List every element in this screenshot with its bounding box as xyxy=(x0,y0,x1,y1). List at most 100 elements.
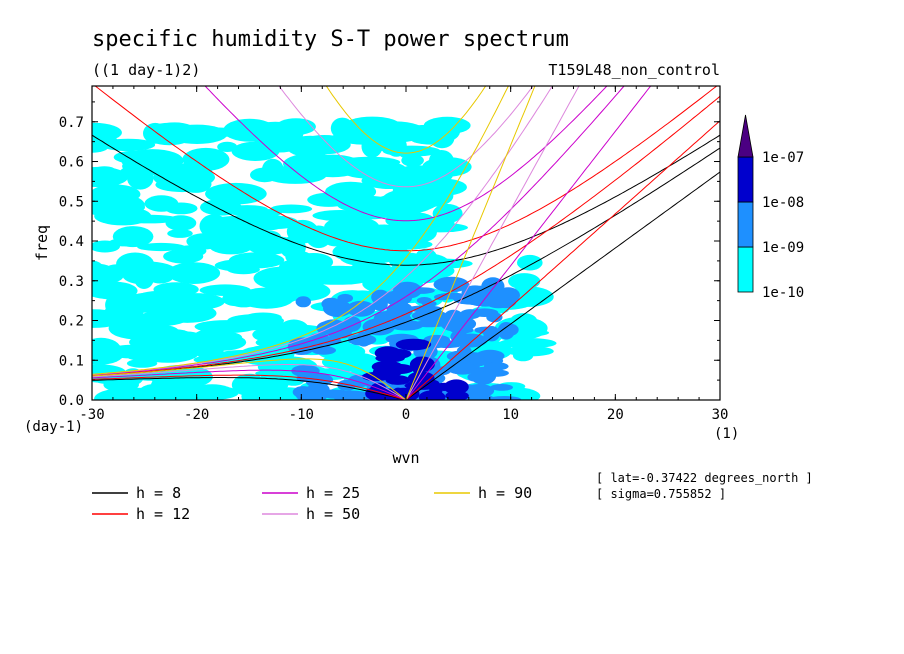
shade-patch xyxy=(103,344,166,359)
y-tick-label: 0.7 xyxy=(59,115,84,131)
shade-patch xyxy=(413,258,473,269)
legend: h = 8 h = 12 h = 25 h = 50 h = 90 xyxy=(92,484,532,523)
dispersion-curve xyxy=(405,171,720,400)
x-axis: -30 -20 -10 0 10 20 30 xyxy=(79,86,728,423)
legend-label: h = 90 xyxy=(478,484,532,502)
shade-patch xyxy=(125,292,168,313)
y-tick-label: 0.2 xyxy=(59,314,84,330)
shade-patch xyxy=(194,320,258,334)
colorbar-segment xyxy=(737,156,754,203)
dispersion-curve xyxy=(204,86,608,222)
shade-patch xyxy=(512,349,534,362)
shade-patch xyxy=(508,273,541,290)
colorbar-label: 1e-10 xyxy=(762,285,804,301)
shade-patch xyxy=(250,167,280,183)
shade-patch xyxy=(92,166,129,188)
shade-patch xyxy=(92,193,145,218)
colorbar-segment xyxy=(737,201,754,248)
shade-patch xyxy=(335,390,369,400)
shade-patch xyxy=(265,283,329,299)
dispersion-curve xyxy=(325,86,487,154)
shade-patch xyxy=(100,184,129,196)
run-label: T159L48_non_control xyxy=(548,61,720,79)
shade-patch xyxy=(92,267,108,287)
shade-patch xyxy=(153,282,199,297)
shade-patch xyxy=(227,265,260,275)
y-tick-label: 0.3 xyxy=(59,274,84,290)
shade-patch xyxy=(407,305,443,313)
shade-patch xyxy=(346,300,376,317)
colorbar: 1e-10 1e-09 1e-08 1e-07 xyxy=(737,114,804,301)
shade-patch xyxy=(489,353,503,365)
dispersion-curve xyxy=(92,364,407,400)
shade-patch xyxy=(498,338,557,349)
shade-patch xyxy=(163,249,204,264)
shade-patch xyxy=(121,149,184,173)
shade-patch xyxy=(291,364,320,378)
y-tick-label: 0.4 xyxy=(59,234,84,250)
shade-patch xyxy=(500,323,519,336)
shade-patch xyxy=(163,367,191,388)
colorbar-label: 1e-07 xyxy=(762,150,804,166)
shade-patch xyxy=(385,375,411,385)
shade-patch xyxy=(456,345,472,356)
shade-patch xyxy=(440,314,460,330)
shade-patch xyxy=(94,387,158,400)
dispersion-curve xyxy=(92,95,720,377)
shade-patch xyxy=(144,122,195,146)
shade-patch xyxy=(355,331,372,347)
shade-patch xyxy=(288,159,319,171)
dispersion-curve xyxy=(92,86,553,376)
dispersion-curve xyxy=(94,86,718,252)
shade-patch xyxy=(482,369,509,377)
legend-label: h = 8 xyxy=(136,484,181,502)
shade-patch xyxy=(190,384,234,400)
shade-patch xyxy=(126,359,158,368)
shade-patch xyxy=(92,122,122,143)
shade-patch xyxy=(344,116,401,135)
shade-patch xyxy=(385,349,412,359)
shade-patch xyxy=(393,281,422,299)
shade-patch xyxy=(358,198,420,218)
shade-patch xyxy=(109,238,142,247)
dispersion-curve xyxy=(405,86,580,400)
shade-patch xyxy=(207,331,243,344)
shade-patch xyxy=(517,254,543,271)
y-axis: 0.0 0.1 0.2 0.3 0.4 0.5 0.6 0.7 xyxy=(59,101,720,409)
dispersion-curve xyxy=(92,358,407,400)
x-axis-title: wvn xyxy=(392,449,419,467)
shade-patch xyxy=(470,308,499,318)
sigma-annotation: [ sigma=0.755852 ] xyxy=(596,487,726,501)
shade-patch xyxy=(235,213,288,232)
shade-patch xyxy=(451,333,488,348)
shade-patch xyxy=(158,303,217,323)
shade-patch xyxy=(167,229,193,238)
shade-patch xyxy=(453,293,488,305)
shade-patch xyxy=(116,252,155,276)
colorbar-label: 1e-08 xyxy=(762,195,804,211)
shade-patch xyxy=(416,178,467,196)
shade-patch xyxy=(317,266,374,277)
x-tick-label: 30 xyxy=(712,407,729,423)
shade-patch xyxy=(181,127,245,138)
shade-patch xyxy=(395,338,432,351)
shade-patch xyxy=(329,354,377,370)
shade-patch xyxy=(167,262,221,284)
shade-patch xyxy=(292,386,314,399)
colorbar-extend xyxy=(737,114,754,158)
y-tick-label: 0.1 xyxy=(59,353,84,369)
shade-patch xyxy=(433,276,470,293)
shade-patch xyxy=(182,147,230,171)
shade-patch xyxy=(483,326,500,342)
shade-patch xyxy=(392,180,416,200)
dispersion-curve xyxy=(92,134,720,266)
dispersion-curve xyxy=(92,369,407,400)
dispersion-curve xyxy=(92,377,407,400)
shade-patch xyxy=(361,371,391,382)
shade-patch xyxy=(383,363,415,375)
shade-patch xyxy=(169,331,205,349)
shade-patch xyxy=(339,248,388,267)
shade-patch xyxy=(186,233,222,250)
colorbar-segment xyxy=(737,246,754,293)
